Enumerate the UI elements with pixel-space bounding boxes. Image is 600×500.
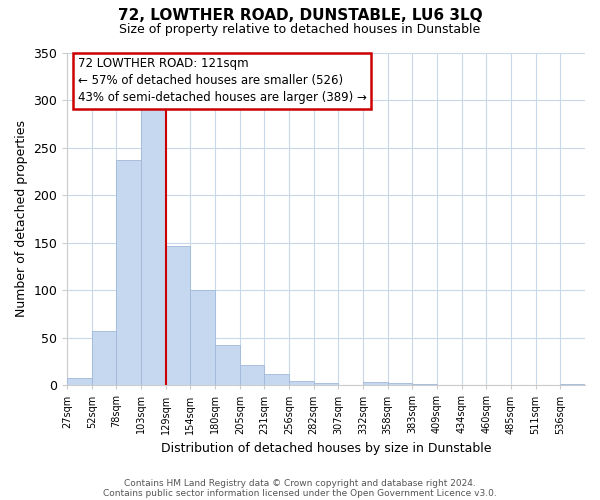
Bar [363, 382, 388, 386]
Y-axis label: Number of detached properties: Number of detached properties [15, 120, 28, 318]
Bar [190, 290, 215, 386]
Bar [240, 366, 265, 386]
Bar [141, 108, 166, 386]
Text: Contains public sector information licensed under the Open Government Licence v3: Contains public sector information licen… [103, 488, 497, 498]
X-axis label: Distribution of detached houses by size in Dunstable: Distribution of detached houses by size … [161, 442, 491, 455]
Bar [314, 384, 338, 386]
Bar [412, 384, 437, 386]
Bar [116, 160, 141, 386]
Bar [289, 380, 314, 386]
Text: 72, LOWTHER ROAD, DUNSTABLE, LU6 3LQ: 72, LOWTHER ROAD, DUNSTABLE, LU6 3LQ [118, 8, 482, 22]
Bar [92, 331, 116, 386]
Text: 72 LOWTHER ROAD: 121sqm
← 57% of detached houses are smaller (526)
43% of semi-d: 72 LOWTHER ROAD: 121sqm ← 57% of detache… [77, 58, 367, 104]
Bar [215, 346, 240, 386]
Bar [388, 384, 412, 386]
Text: Contains HM Land Registry data © Crown copyright and database right 2024.: Contains HM Land Registry data © Crown c… [124, 478, 476, 488]
Bar [67, 378, 92, 386]
Bar [166, 246, 190, 386]
Bar [265, 374, 289, 386]
Bar [560, 384, 585, 386]
Text: Size of property relative to detached houses in Dunstable: Size of property relative to detached ho… [119, 22, 481, 36]
